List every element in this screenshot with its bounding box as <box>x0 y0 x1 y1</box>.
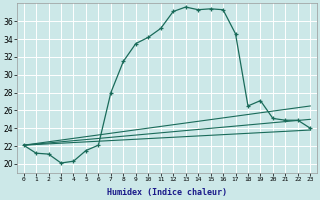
X-axis label: Humidex (Indice chaleur): Humidex (Indice chaleur) <box>107 188 227 197</box>
